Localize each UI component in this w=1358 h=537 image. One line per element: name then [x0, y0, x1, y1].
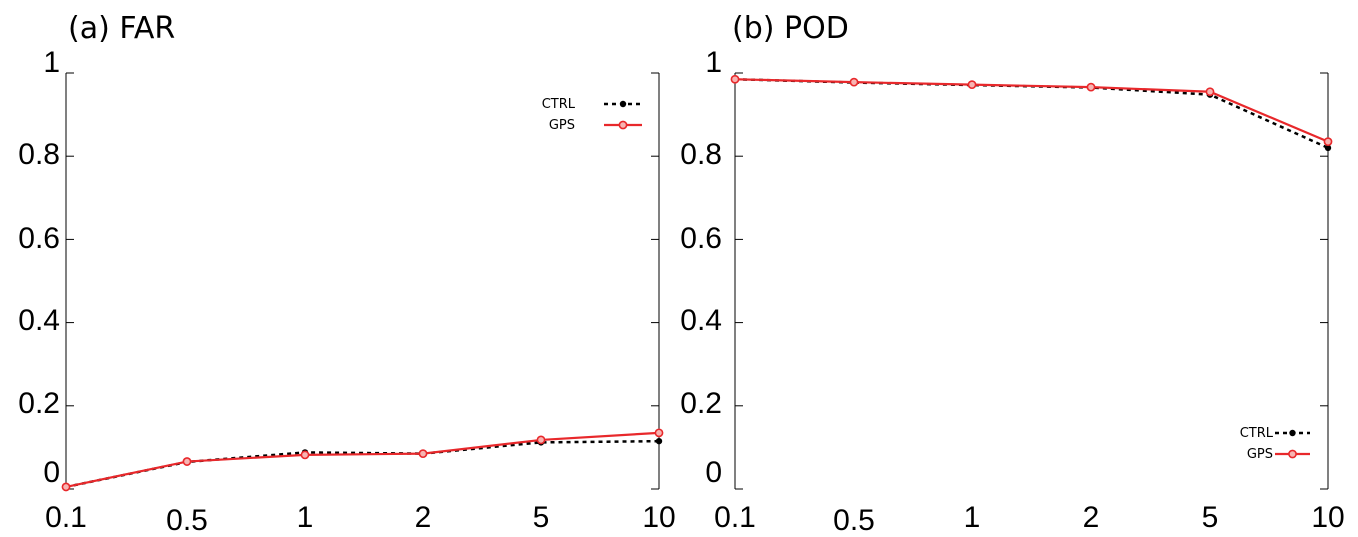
point-gps	[730, 74, 740, 84]
legend-marker-ctrl	[1289, 429, 1296, 437]
point-gps	[61, 482, 71, 492]
point-gps	[967, 80, 977, 90]
legend-label-ctrl: CTRL	[542, 97, 576, 112]
x-tick-label: 10	[642, 501, 675, 534]
x-tick-label: 0.1	[45, 501, 87, 534]
legend-label-gps: GPS	[549, 118, 575, 133]
point-ctrl	[655, 437, 663, 445]
x-tick-label: 0.5	[833, 504, 875, 537]
x-tick-label: 10	[1311, 501, 1344, 534]
x-tick-label: 1	[297, 501, 314, 534]
series-line-gps	[65, 431, 660, 488]
point-gps	[182, 457, 192, 466]
point-gps	[1323, 137, 1333, 147]
y-tick-label: 0.8	[680, 138, 722, 171]
series-line-ctrl	[65, 439, 660, 489]
y-tick-label: 0.4	[18, 304, 60, 337]
y-tick-label: 0.6	[18, 222, 60, 255]
legend-label-ctrl: CTRL	[1240, 426, 1274, 441]
point-gps	[849, 77, 859, 87]
point-gps	[1205, 87, 1215, 97]
chart-title: (a) FAR	[68, 11, 175, 46]
x-tick-label: 5	[1202, 501, 1219, 534]
x-tick-label: 1	[964, 501, 981, 534]
chart-title: (b) POD	[732, 11, 849, 46]
x-tick-label: 0.1	[714, 501, 756, 534]
legend-marker-gps	[618, 120, 628, 130]
y-tick-label: 0	[705, 456, 722, 489]
legend-label-gps: GPS	[1247, 447, 1273, 462]
point-gps	[418, 449, 428, 459]
x-tick-label: 2	[415, 501, 432, 534]
y-tick-label: 1	[43, 46, 60, 79]
point-gps	[1086, 82, 1096, 92]
x-tick-label: 0.5	[166, 504, 208, 537]
x-tick-label: 2	[1083, 501, 1100, 534]
legend-marker-ctrl	[619, 100, 627, 108]
chart-panel-pod: (b) POD 0 0.2 0.4 0.6 0.8 1 0.1 0.5 1 2 5 10 CTRL GPS	[680, 11, 1344, 537]
y-tick-label: 0.2	[18, 387, 60, 420]
point-gps	[536, 435, 546, 445]
x-tick-label: 5	[533, 501, 550, 534]
y-tick-label: 0.6	[680, 222, 722, 255]
point-gps	[654, 428, 664, 438]
point-gps	[300, 450, 310, 460]
series-line-ctrl	[734, 77, 1329, 150]
series-line-gps	[734, 78, 1329, 143]
y-tick-label: 1	[705, 46, 722, 79]
y-tick-label: 0	[43, 456, 60, 489]
chart-panel-far: (a) FAR 0 0.2 0.4 0.6 0.8 1 0.1 0.5 1 2 5 10 CTRL GPS	[18, 11, 675, 537]
point-ctrl	[1324, 144, 1332, 152]
y-tick-label: 0.8	[18, 138, 60, 171]
legend-marker-gps	[1288, 449, 1297, 459]
y-tick-label: 0.4	[680, 304, 722, 337]
y-tick-label: 0.2	[680, 387, 722, 420]
